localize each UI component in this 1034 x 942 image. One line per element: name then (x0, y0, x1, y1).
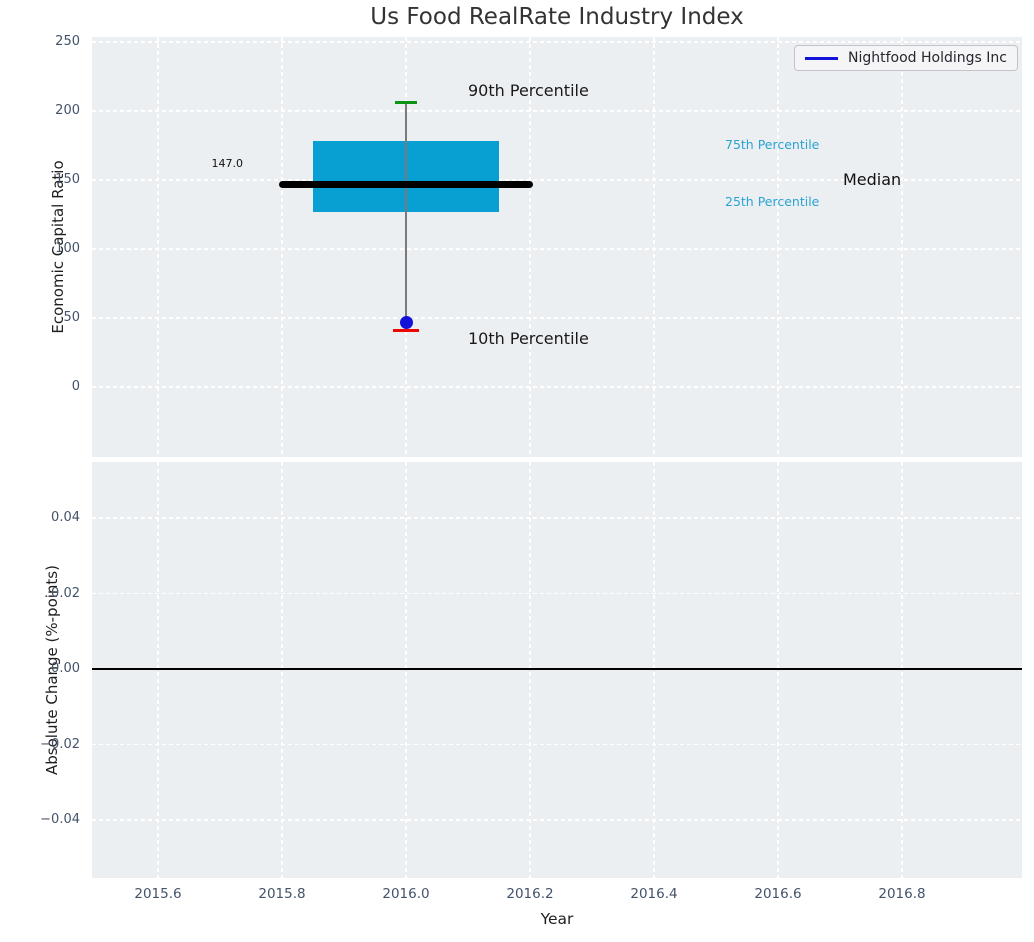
gridline-horizontal (92, 179, 1022, 181)
gridline-vertical (529, 37, 531, 457)
gridline-horizontal (92, 248, 1022, 250)
gridline-horizontal (92, 317, 1022, 319)
x-tick-label: 2015.6 (134, 886, 182, 902)
legend: Nightfood Holdings Inc (794, 45, 1018, 71)
legend-label: Nightfood Holdings Inc (848, 50, 1007, 66)
p10-annotation: 10th Percentile (468, 329, 589, 348)
gridline-vertical (529, 462, 531, 878)
y-tick-label: 0.02 (51, 585, 80, 601)
gridline-vertical (157, 462, 159, 878)
bottom-plot-area (92, 462, 1022, 878)
gridline-vertical (405, 462, 407, 878)
gridline-horizontal (92, 819, 1022, 821)
chart-title: Us Food RealRate Industry Index (370, 4, 744, 30)
p25-annotation: 25th Percentile (725, 194, 820, 209)
x-tick-label: 2016.0 (382, 886, 430, 902)
y-tick-label: 100 (55, 241, 80, 256)
gridline-vertical (281, 462, 283, 878)
p10-cap (393, 328, 419, 333)
median-annotation: Median (843, 170, 902, 189)
y-tick-label: 0.00 (51, 661, 80, 676)
gridline-vertical (901, 462, 903, 878)
top-y-tick-labels: 0 50 100 150 200 250 (0, 34, 86, 457)
x-tick-label: 2016.4 (630, 886, 678, 902)
p75-annotation: 75th Percentile (725, 137, 820, 152)
y-tick-label: −0.02 (40, 736, 80, 752)
gridline-vertical (157, 37, 159, 457)
x-tick-label: 2015.8 (258, 886, 306, 902)
company-marker (399, 315, 413, 329)
y-tick-label: 0 (71, 379, 80, 394)
x-tick-label: 2016.6 (754, 886, 802, 902)
whisker-line (405, 102, 407, 331)
top-plot-area: 90th Percentile 10th Percentile 75th Per… (92, 37, 1022, 457)
legend-line-icon (805, 56, 839, 60)
gridline-vertical (901, 37, 903, 457)
gridline-vertical (653, 37, 655, 457)
p90-cap (395, 100, 417, 105)
y-tick-label: 250 (55, 34, 80, 49)
x-tick-label: 2016.2 (506, 886, 554, 902)
x-tick-labels: 2015.6 2015.8 2016.0 2016.2 2016.4 2016.6 2016… (92, 882, 1022, 906)
bottom-y-tick-labels: 0.04 0.02 0.00 −0.02 −0.04 (0, 462, 86, 878)
gridline-horizontal (92, 386, 1022, 388)
y-tick-label: 150 (55, 172, 80, 187)
median-value-label: 147.0 (211, 157, 244, 170)
gridline-horizontal (92, 743, 1022, 746)
y-tick-label: −0.04 (40, 812, 80, 827)
gridline-vertical (281, 37, 283, 457)
gridline-vertical (653, 462, 655, 878)
gridline-horizontal (92, 592, 1022, 595)
gridline-horizontal (92, 110, 1022, 112)
x-tick-label: 2016.8 (878, 886, 926, 902)
gridline-horizontal (92, 41, 1022, 43)
y-tick-label: 50 (63, 310, 80, 325)
y-tick-label: 0.04 (51, 510, 80, 525)
x-axis-label: Year (540, 910, 574, 928)
gridline-vertical (777, 37, 779, 457)
gridline-horizontal (92, 517, 1022, 519)
gridline-vertical (777, 462, 779, 878)
zero-change-line (92, 668, 1022, 670)
median-line (278, 180, 534, 188)
y-tick-label: 200 (55, 103, 80, 118)
p90-annotation: 90th Percentile (468, 81, 589, 100)
